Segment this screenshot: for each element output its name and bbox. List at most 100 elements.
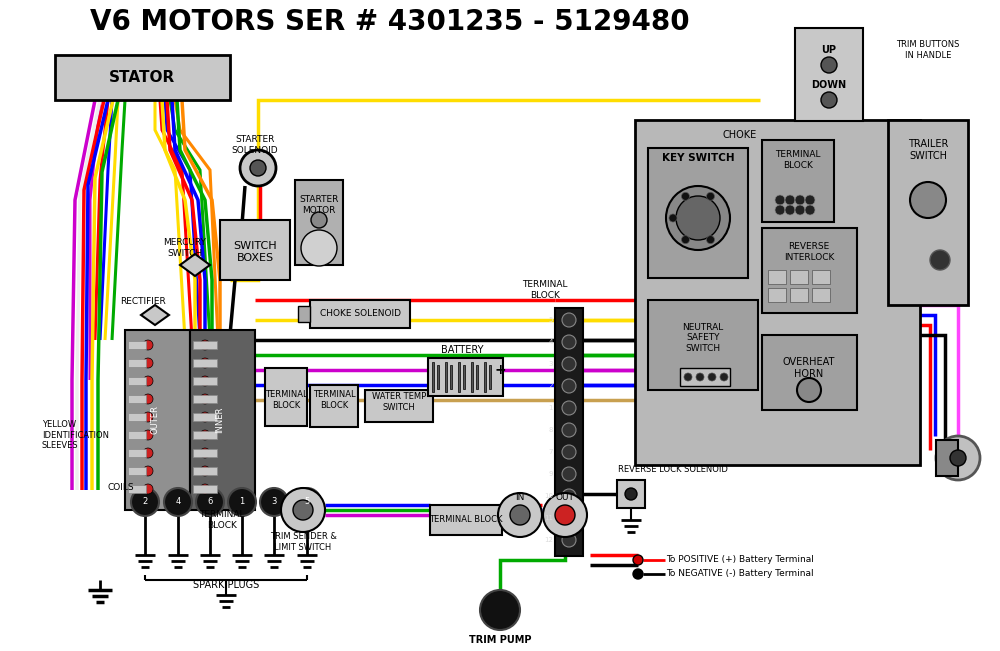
Circle shape	[143, 430, 153, 440]
Text: MERCURY
SWITCH: MERCURY SWITCH	[164, 238, 206, 258]
Circle shape	[775, 205, 785, 215]
Bar	[128, 341, 146, 349]
Text: 4: 4	[549, 339, 553, 345]
Bar	[812, 288, 830, 302]
Text: OVERHEAT
HORN: OVERHEAT HORN	[783, 357, 835, 379]
Circle shape	[200, 412, 210, 422]
Bar	[762, 335, 857, 410]
Circle shape	[200, 376, 210, 386]
Circle shape	[480, 590, 520, 630]
Circle shape	[562, 357, 576, 371]
Bar	[310, 300, 410, 328]
Bar	[193, 359, 217, 367]
Bar	[471, 362, 473, 392]
Text: 1: 1	[239, 497, 245, 506]
Circle shape	[143, 412, 153, 422]
Circle shape	[562, 423, 576, 437]
Bar	[430, 505, 502, 535]
Circle shape	[260, 488, 288, 516]
Bar	[768, 288, 786, 302]
Circle shape	[682, 236, 690, 243]
Text: 2: 2	[549, 383, 553, 389]
Circle shape	[706, 236, 714, 243]
Text: 10: 10	[544, 493, 553, 499]
Bar	[458, 362, 460, 392]
Text: TRIM SENDER &
LIMIT SWITCH: TRIM SENDER & LIMIT SWITCH	[270, 533, 336, 551]
Bar	[193, 395, 217, 403]
Text: SWITCH
BOXES: SWITCH BOXES	[233, 242, 277, 263]
Circle shape	[708, 373, 716, 381]
Circle shape	[200, 484, 210, 494]
Text: TERMINAL
BLOCK: TERMINAL BLOCK	[265, 391, 307, 409]
Bar	[648, 148, 748, 278]
Text: 2: 2	[142, 497, 148, 506]
Circle shape	[498, 493, 542, 537]
Circle shape	[301, 230, 337, 266]
Text: BATTERY: BATTERY	[441, 345, 483, 355]
Bar	[450, 365, 452, 389]
Circle shape	[562, 467, 576, 481]
Bar	[193, 485, 217, 493]
Bar	[193, 413, 217, 421]
Bar	[193, 449, 217, 457]
Circle shape	[200, 358, 210, 368]
Text: RECTIFIER: RECTIFIER	[120, 298, 166, 307]
Text: 7: 7	[548, 449, 553, 455]
Bar	[128, 485, 146, 493]
Text: IN: IN	[515, 493, 525, 501]
Bar	[128, 377, 146, 385]
Text: TRIM PUMP: TRIM PUMP	[469, 635, 531, 645]
Text: UP: UP	[822, 45, 836, 55]
Circle shape	[562, 445, 576, 459]
Circle shape	[676, 196, 720, 240]
Text: 5: 5	[549, 317, 553, 323]
Circle shape	[805, 205, 815, 215]
Bar	[768, 270, 786, 284]
Circle shape	[543, 493, 587, 537]
Text: STARTER
SOLENOID: STARTER SOLENOID	[232, 135, 278, 155]
Bar	[128, 431, 146, 439]
Bar	[762, 140, 834, 222]
Text: STARTER
MOTOR: STARTER MOTOR	[299, 195, 339, 215]
Bar	[365, 390, 433, 422]
Text: TERMINAL
BLOCK: TERMINAL BLOCK	[199, 510, 245, 530]
Bar	[128, 359, 146, 367]
Text: TERMINAL BLOCK: TERMINAL BLOCK	[429, 514, 503, 523]
Text: TERMINAL
BLOCK: TERMINAL BLOCK	[522, 281, 568, 299]
Circle shape	[228, 488, 256, 516]
Circle shape	[821, 92, 837, 108]
Bar	[125, 330, 190, 510]
Text: 3: 3	[548, 361, 553, 367]
Bar	[445, 362, 447, 392]
Bar	[812, 270, 830, 284]
Circle shape	[250, 160, 266, 176]
Circle shape	[706, 192, 714, 201]
Circle shape	[311, 212, 327, 228]
Circle shape	[633, 555, 643, 565]
Circle shape	[795, 195, 805, 205]
Text: NEUTRAL
SAFETY
SWITCH: NEUTRAL SAFETY SWITCH	[682, 323, 724, 353]
Text: OUT: OUT	[556, 493, 574, 501]
Bar	[635, 120, 920, 465]
Text: STATOR: STATOR	[109, 70, 175, 85]
Text: TERMINAL
BLOCK: TERMINAL BLOCK	[313, 391, 355, 409]
Circle shape	[240, 150, 276, 186]
Circle shape	[696, 373, 704, 381]
Circle shape	[805, 195, 815, 205]
Bar	[428, 358, 503, 396]
Bar	[484, 362, 486, 392]
Text: 11: 11	[544, 515, 553, 521]
Text: YELLOW
IDENTIFICATION
SLEEVES: YELLOW IDENTIFICATION SLEEVES	[42, 420, 109, 450]
Circle shape	[684, 373, 692, 381]
Bar	[128, 413, 146, 421]
Text: OUTER: OUTER	[150, 406, 160, 434]
Circle shape	[950, 450, 966, 466]
Circle shape	[196, 488, 224, 516]
Circle shape	[562, 335, 576, 349]
Bar	[265, 368, 307, 426]
Bar	[128, 467, 146, 475]
Text: REVERSE LOCK SOLENOID: REVERSE LOCK SOLENOID	[618, 465, 728, 475]
Bar	[680, 368, 730, 386]
Text: V6 MOTORS SER # 4301235 - 5129480: V6 MOTORS SER # 4301235 - 5129480	[90, 8, 690, 36]
Text: COILS: COILS	[108, 484, 135, 493]
